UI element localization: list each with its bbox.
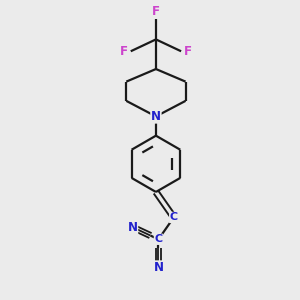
Text: N: N bbox=[154, 261, 164, 274]
Text: F: F bbox=[120, 45, 128, 58]
Text: F: F bbox=[184, 45, 191, 58]
Text: F: F bbox=[152, 5, 160, 18]
Text: N: N bbox=[151, 110, 161, 123]
Text: C: C bbox=[154, 234, 163, 244]
Text: N: N bbox=[128, 221, 138, 234]
Text: C: C bbox=[170, 212, 178, 222]
